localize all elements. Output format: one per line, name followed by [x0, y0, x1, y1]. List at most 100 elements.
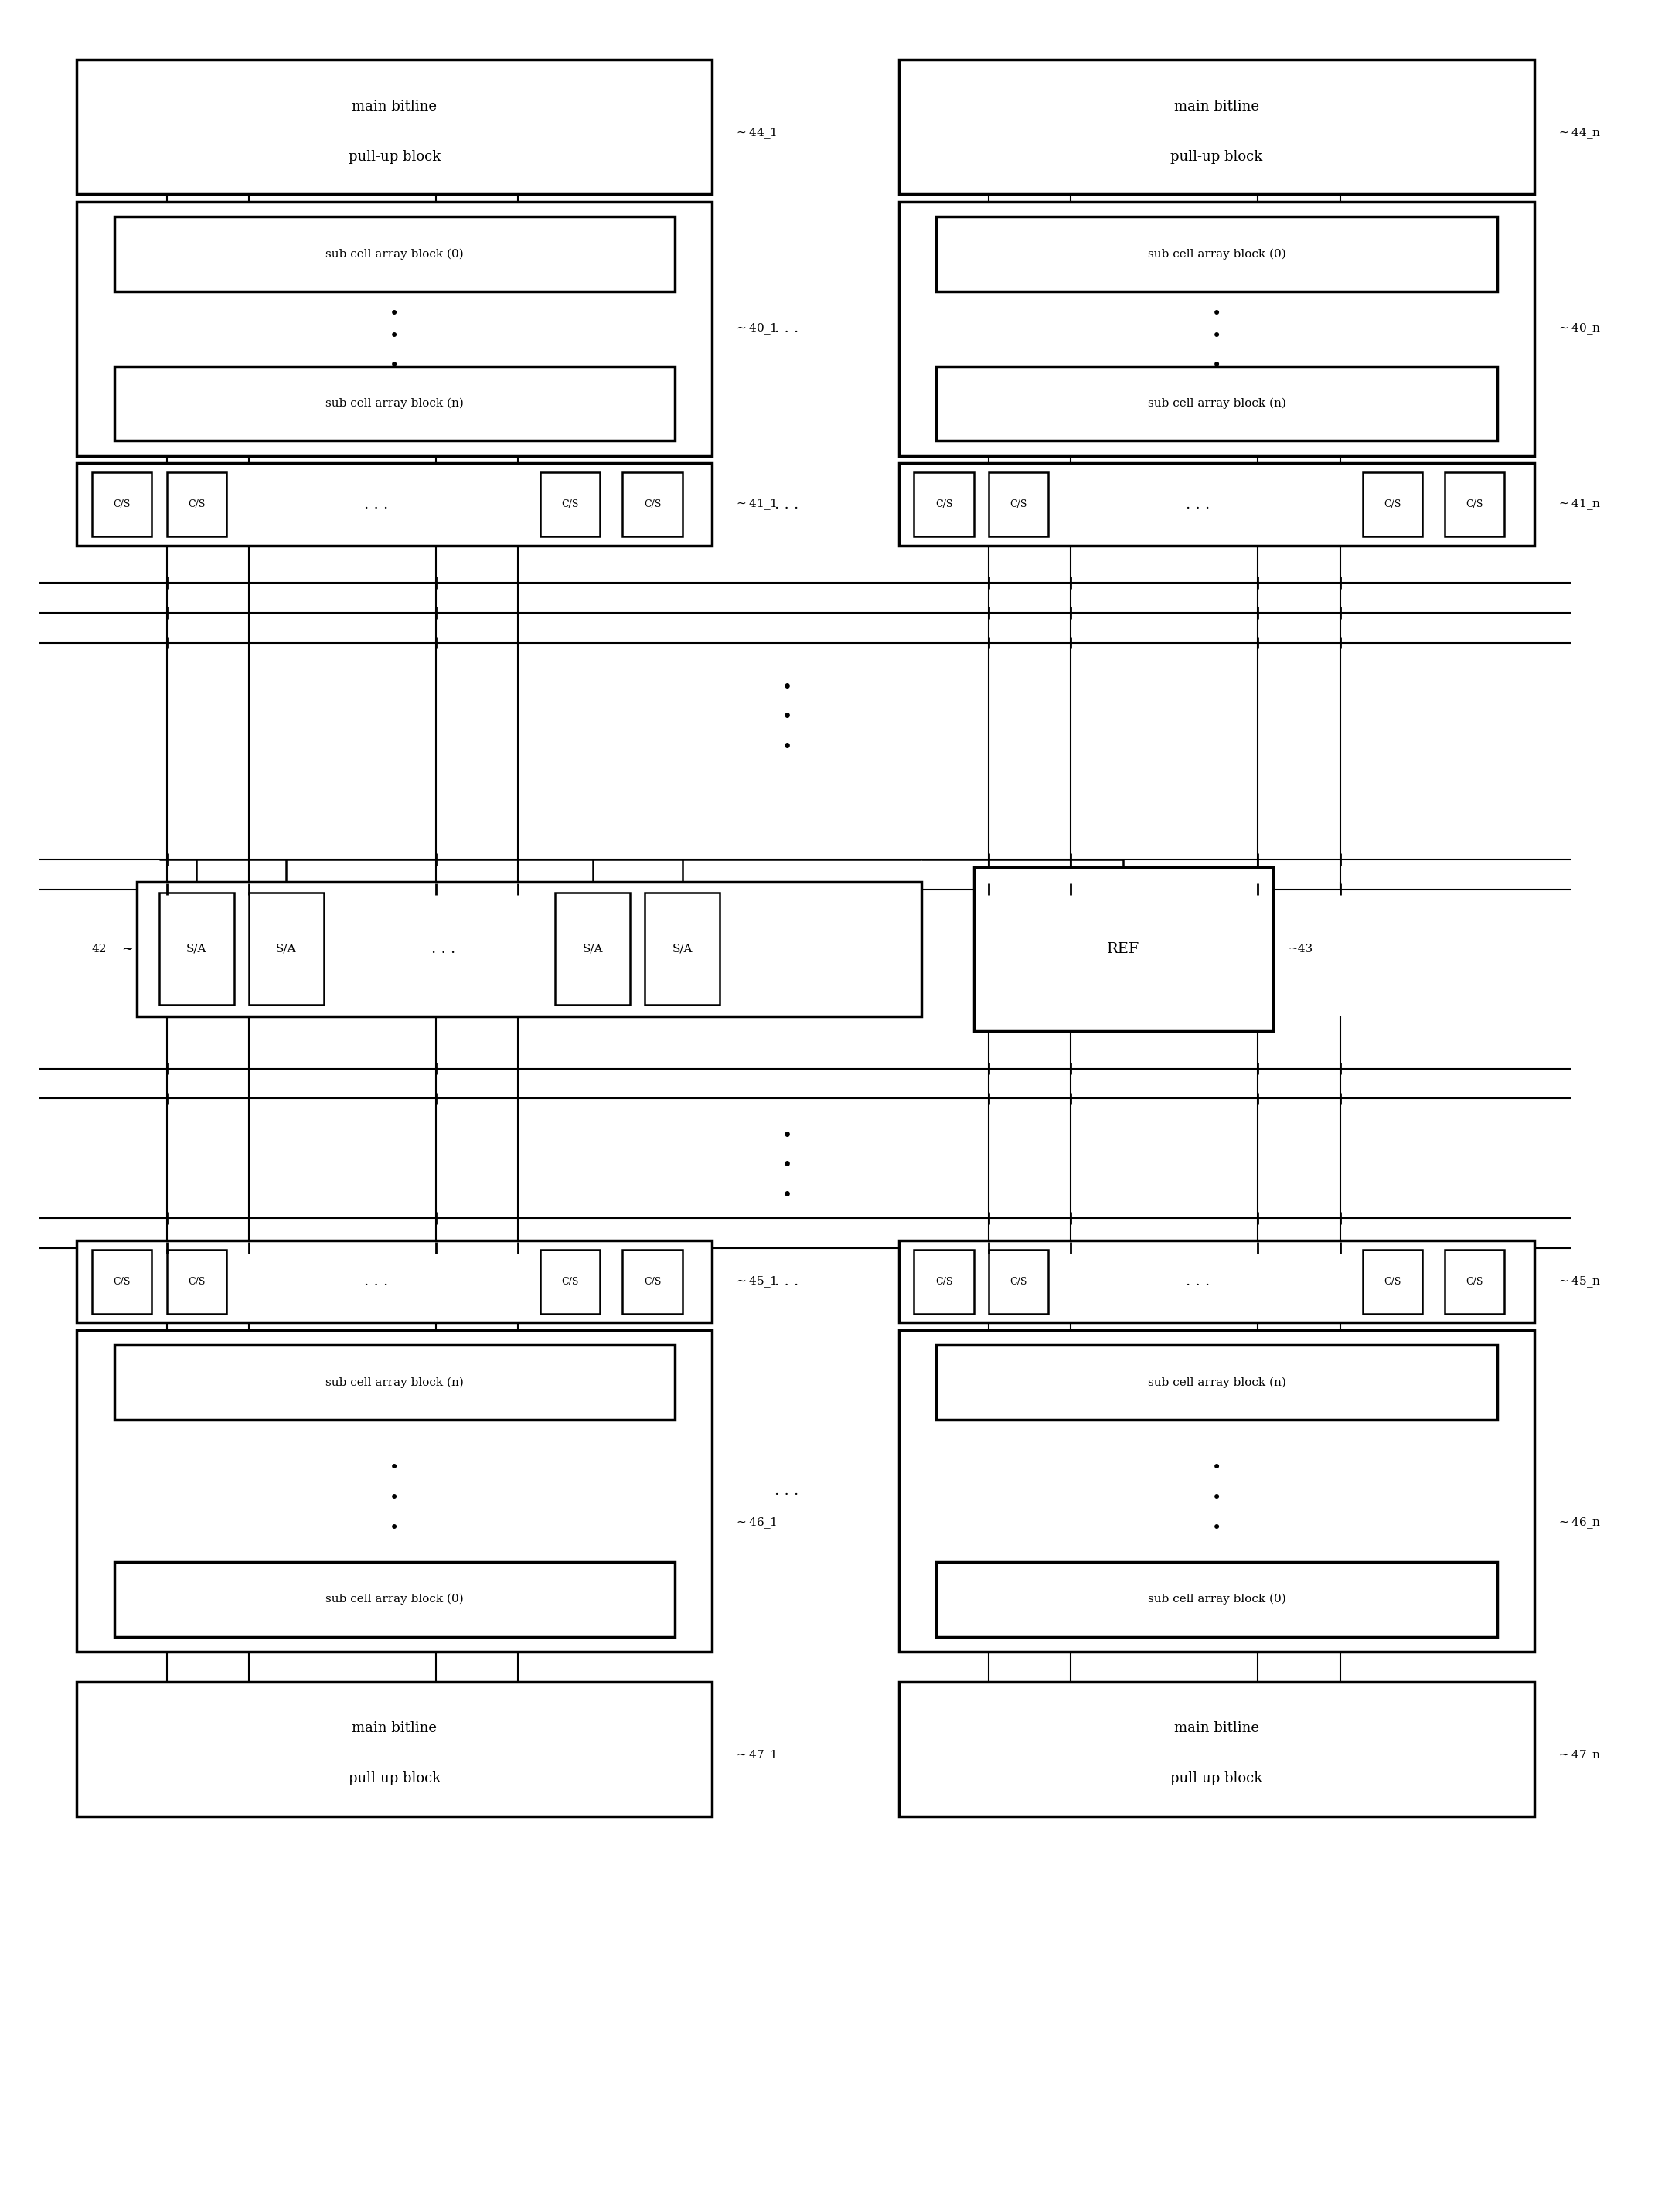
Text: main bitline: main bitline [351, 100, 436, 113]
Text: C/S: C/S [644, 500, 661, 509]
Text: main bitline: main bitline [1174, 1721, 1259, 1736]
Text: C/S: C/S [188, 500, 205, 509]
Bar [899, 1329, 1535, 1652]
Text: •: • [783, 739, 793, 757]
Bar [623, 1250, 683, 1314]
Bar [77, 1681, 713, 1816]
Bar [539, 1250, 599, 1314]
Bar [92, 473, 152, 538]
Text: . . .: . . . [774, 1274, 799, 1290]
Text: $\sim$47_n: $\sim$47_n [1557, 1747, 1602, 1763]
Text: C/S: C/S [1011, 500, 1027, 509]
Text: •: • [390, 330, 400, 343]
Text: ~: ~ [122, 942, 133, 956]
Text: sub cell array block (0): sub cell array block (0) [1147, 248, 1285, 259]
Bar [936, 1562, 1497, 1637]
Bar [160, 894, 233, 1004]
Text: sub cell array block (0): sub cell array block (0) [1147, 1593, 1285, 1604]
Bar [137, 883, 921, 1015]
Text: $\sim$44_1: $\sim$44_1 [734, 126, 778, 142]
Text: main bitline: main bitline [1174, 100, 1259, 113]
Bar [1445, 1250, 1505, 1314]
Bar [936, 1345, 1497, 1420]
Text: C/S: C/S [644, 1276, 661, 1287]
Text: •: • [783, 708, 793, 726]
Text: sub cell array block (n): sub cell array block (n) [325, 1376, 463, 1389]
Text: pull-up block: pull-up block [348, 150, 441, 164]
Bar [899, 201, 1535, 456]
Text: C/S: C/S [936, 500, 952, 509]
Text: pull-up block: pull-up block [1170, 1772, 1262, 1785]
Bar [115, 217, 674, 292]
Bar [166, 1250, 226, 1314]
Text: S/A: S/A [583, 945, 603, 953]
Text: $\sim$46_1: $\sim$46_1 [734, 1515, 778, 1531]
Text: •: • [1212, 1491, 1222, 1506]
Bar [989, 473, 1049, 538]
Text: sub cell array block (n): sub cell array block (n) [325, 398, 463, 409]
Bar [974, 867, 1272, 1031]
Text: pull-up block: pull-up block [1170, 150, 1262, 164]
Text: C/S: C/S [1465, 500, 1484, 509]
Text: C/S: C/S [1384, 500, 1400, 509]
Text: S/A: S/A [673, 945, 693, 953]
Bar [166, 473, 226, 538]
Bar [936, 367, 1497, 440]
Text: . . .: . . . [363, 498, 388, 511]
Bar [77, 1329, 713, 1652]
Text: . . .: . . . [774, 321, 799, 336]
Bar [899, 462, 1535, 546]
Text: $\sim$41_1: $\sim$41_1 [734, 498, 778, 511]
Text: •: • [390, 358, 400, 374]
Text: S/A: S/A [276, 945, 296, 953]
Bar [914, 473, 974, 538]
Bar [989, 1250, 1049, 1314]
Text: •: • [783, 1188, 793, 1203]
Text: •: • [1212, 358, 1222, 374]
Text: $\sim$41_n: $\sim$41_n [1557, 498, 1602, 511]
Text: •: • [1212, 1462, 1222, 1475]
Bar [115, 367, 674, 440]
Text: $\sim$44_n: $\sim$44_n [1557, 126, 1602, 142]
Text: C/S: C/S [1011, 1276, 1027, 1287]
Text: . . .: . . . [431, 942, 455, 956]
Text: sub cell array block (0): sub cell array block (0) [325, 1593, 463, 1604]
Bar [115, 1345, 674, 1420]
Bar [77, 60, 713, 195]
Text: $\sim$47_1: $\sim$47_1 [734, 1747, 778, 1763]
Bar [936, 217, 1497, 292]
Bar [77, 462, 713, 546]
Bar [899, 60, 1535, 195]
Text: •: • [1212, 330, 1222, 343]
Bar [899, 1681, 1535, 1816]
Text: •: • [783, 679, 793, 697]
Text: C/S: C/S [113, 500, 130, 509]
Text: $\sim$45_1: $\sim$45_1 [734, 1274, 778, 1290]
Text: •: • [390, 1491, 400, 1506]
Text: C/S: C/S [188, 1276, 205, 1287]
Text: . . .: . . . [774, 1484, 799, 1498]
Text: pull-up block: pull-up block [348, 1772, 441, 1785]
Bar [92, 1250, 152, 1314]
Text: •: • [783, 1157, 793, 1175]
Bar [77, 1241, 713, 1323]
Text: main bitline: main bitline [351, 1721, 436, 1736]
Bar [1362, 1250, 1422, 1314]
Bar [623, 473, 683, 538]
Bar [77, 201, 713, 456]
Text: $\sim$40_n: $\sim$40_n [1557, 321, 1602, 336]
Text: C/S: C/S [561, 1276, 579, 1287]
Text: ~43: ~43 [1287, 945, 1312, 953]
Text: •: • [390, 307, 400, 321]
Text: . . .: . . . [363, 1274, 388, 1290]
Text: S/A: S/A [186, 945, 206, 953]
Text: •: • [1212, 1522, 1222, 1535]
Text: •: • [783, 1128, 793, 1144]
Bar [115, 1562, 674, 1637]
Bar [539, 473, 599, 538]
Bar [1445, 473, 1505, 538]
Text: 42: 42 [92, 945, 107, 953]
Text: $\sim$46_n: $\sim$46_n [1557, 1515, 1602, 1531]
Text: •: • [1212, 307, 1222, 321]
Text: $\sim$45_n: $\sim$45_n [1557, 1274, 1602, 1290]
